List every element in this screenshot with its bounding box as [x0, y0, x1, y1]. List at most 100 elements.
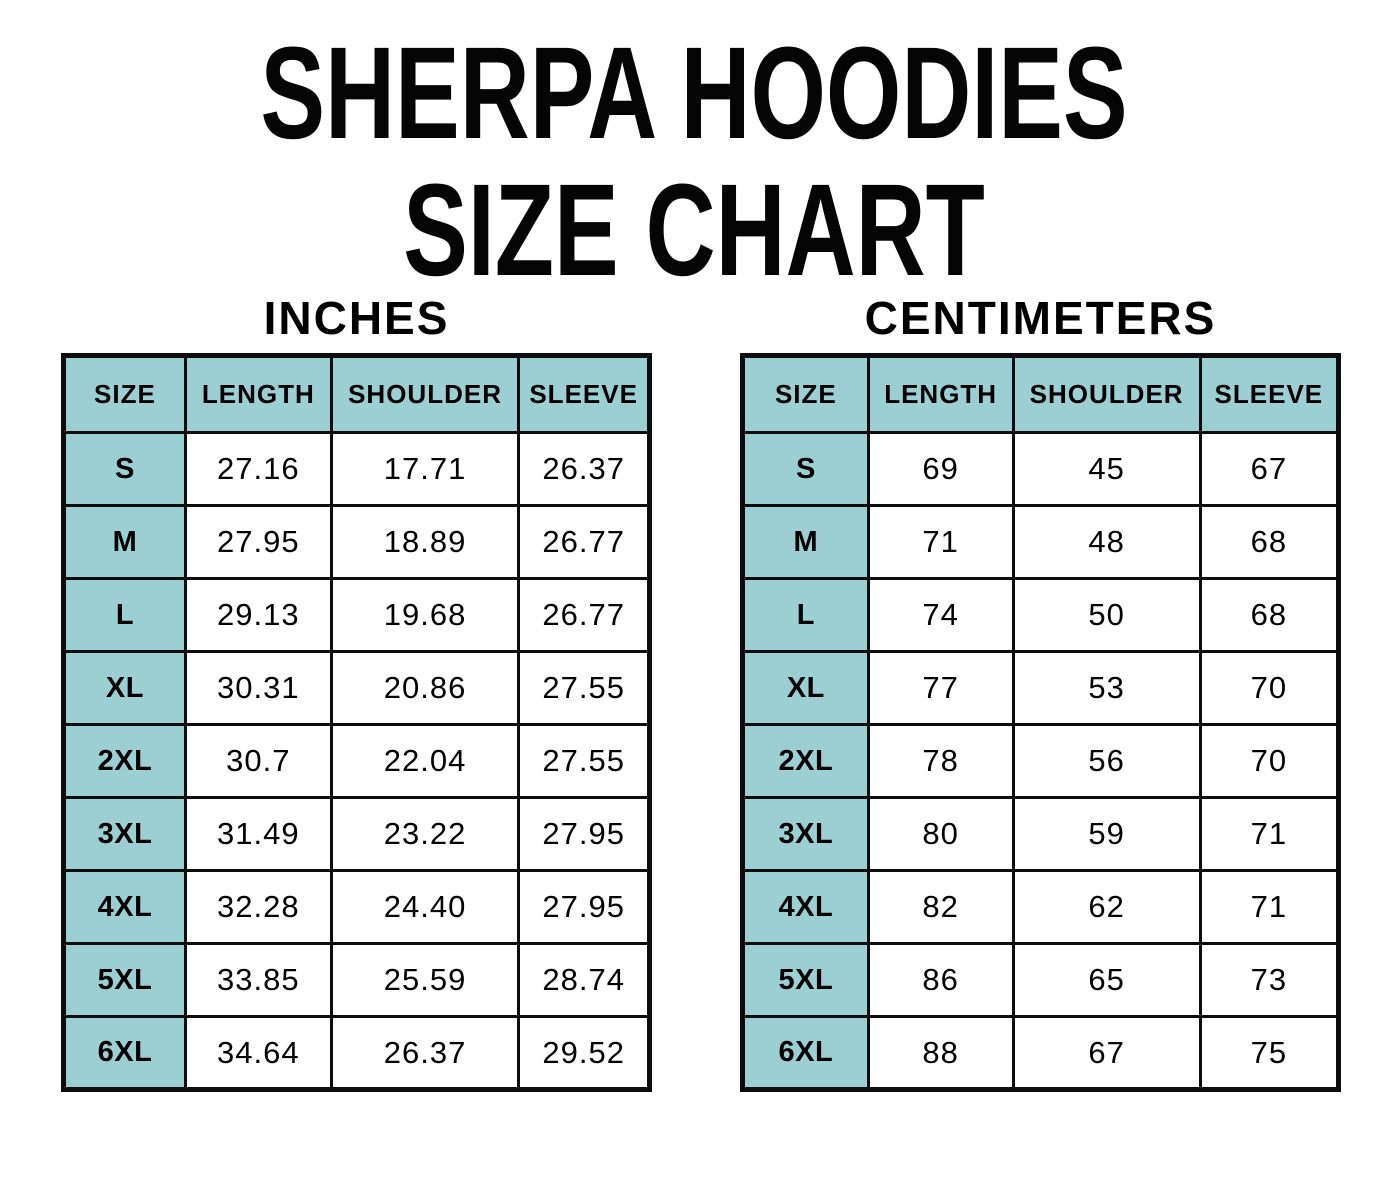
table-row-4xl: 4XL 32.28 24.40 27.95: [62, 869, 651, 945]
value-cell: 25.59: [329, 942, 521, 1018]
column-header-shoulder: SHOULDER: [329, 354, 521, 434]
table-row-l: L 29.13 19.68 26.77: [62, 577, 651, 653]
value-cell: 27.95: [183, 504, 333, 580]
value-cell: 23.22: [329, 796, 521, 872]
size-cell: XL: [741, 650, 870, 726]
size-cell: L: [62, 577, 187, 653]
value-cell: 73: [1198, 942, 1341, 1018]
value-cell: 29.13: [183, 577, 333, 653]
table-row-4xl: 4XL 82 62 71: [741, 869, 1341, 945]
value-cell: 26.77: [517, 504, 651, 580]
centimeters-subtitle: CENTIMETERS: [864, 292, 1217, 344]
value-cell: 71: [1198, 869, 1341, 945]
column-header-size: SIZE: [741, 354, 870, 434]
value-cell: 18.89: [329, 504, 521, 580]
value-cell: 27.95: [517, 869, 651, 945]
table-row-s: S 69 45 67: [741, 431, 1341, 507]
table-row-5xl: 5XL 86 65 73: [741, 942, 1341, 1018]
value-cell: 30.7: [183, 723, 333, 799]
table-row-l: L 74 50 68: [741, 577, 1341, 653]
table-row-3xl: 3XL 31.49 23.22 27.95: [62, 796, 651, 872]
size-cell: 4XL: [741, 869, 870, 945]
value-cell: 68: [1198, 577, 1341, 653]
value-cell: 22.04: [329, 723, 521, 799]
table-row-xl: XL 30.31 20.86 27.55: [62, 650, 651, 726]
value-cell: 78: [866, 723, 1015, 799]
size-cell: S: [741, 431, 870, 507]
size-cell: 4XL: [62, 869, 187, 945]
value-cell: 19.68: [329, 577, 521, 653]
value-cell: 27.16: [183, 431, 333, 507]
size-cell: 3XL: [62, 796, 187, 872]
value-cell: 56: [1011, 723, 1202, 799]
value-cell: 68: [1198, 504, 1341, 580]
value-cell: 71: [866, 504, 1015, 580]
size-cell: L: [741, 577, 870, 653]
column-header-length: LENGTH: [183, 354, 333, 434]
value-cell: 29.52: [517, 1015, 651, 1091]
value-cell: 17.71: [329, 431, 521, 507]
value-cell: 34.64: [183, 1015, 333, 1091]
value-cell: 71: [1198, 796, 1341, 872]
table-row-2xl: 2XL 30.7 22.04 27.55: [62, 723, 651, 799]
value-cell: 77: [866, 650, 1015, 726]
header-row: SIZE LENGTH SHOULDER SLEEVE: [741, 354, 1341, 434]
size-cell: M: [741, 504, 870, 580]
table-row-m: M 27.95 18.89 26.77: [62, 504, 651, 580]
size-cell: XL: [62, 650, 187, 726]
header-row: SIZE LENGTH SHOULDER SLEEVE: [62, 354, 651, 434]
value-cell: 67: [1011, 1015, 1202, 1091]
value-cell: 69: [866, 431, 1015, 507]
value-cell: 50: [1011, 577, 1202, 653]
value-cell: 82: [866, 869, 1015, 945]
value-cell: 24.40: [329, 869, 521, 945]
value-cell: 86: [866, 942, 1015, 1018]
table-row-6xl: 6XL 34.64 26.37 29.52: [62, 1015, 651, 1091]
table-row-2xl: 2XL 78 56 70: [741, 723, 1341, 799]
size-cell: 5XL: [741, 942, 870, 1018]
value-cell: 59: [1011, 796, 1202, 872]
value-cell: 74: [866, 577, 1015, 653]
value-cell: 70: [1198, 723, 1341, 799]
value-cell: 65: [1011, 942, 1202, 1018]
value-cell: 48: [1011, 504, 1202, 580]
centimeters-section: CENTIMETERS SIZE LENGTH SHOULDER SLEEVE S 69 4…: [740, 295, 1341, 1092]
value-cell: 53: [1011, 650, 1202, 726]
value-cell: 67: [1198, 431, 1341, 507]
value-cell: 28.74: [517, 942, 651, 1018]
value-cell: 26.37: [329, 1015, 521, 1091]
table-row-s: S 27.16 17.71 26.37: [62, 431, 651, 507]
table-row-3xl: 3XL 80 59 71: [741, 796, 1341, 872]
page-title-line-2: SIZE CHART: [403, 155, 985, 303]
value-cell: 70: [1198, 650, 1341, 726]
value-cell: 80: [866, 796, 1015, 872]
value-cell: 26.77: [517, 577, 651, 653]
page-title: SHERPA HOODIES SIZE CHART: [0, 19, 1388, 303]
size-cell: M: [62, 504, 187, 580]
value-cell: 20.86: [329, 650, 521, 726]
value-cell: 45: [1011, 431, 1202, 507]
centimeters-table: SIZE LENGTH SHOULDER SLEEVE S 69 45 67 M 71 48 68 L 7…: [740, 353, 1341, 1092]
value-cell: 27.55: [517, 650, 651, 726]
value-cell: 27.95: [517, 796, 651, 872]
size-cell: 3XL: [741, 796, 870, 872]
column-header-length: LENGTH: [866, 354, 1015, 434]
value-cell: 32.28: [183, 869, 333, 945]
inches-subtitle: INCHES: [263, 292, 450, 344]
size-cell: 5XL: [62, 942, 187, 1018]
table-row-m: M 71 48 68: [741, 504, 1341, 580]
value-cell: 27.55: [517, 723, 651, 799]
size-cell: 2XL: [62, 723, 187, 799]
size-cell: 6XL: [741, 1015, 870, 1091]
value-cell: 88: [866, 1015, 1015, 1091]
page-title-line-1: SHERPA HOODIES: [260, 19, 1128, 166]
value-cell: 26.37: [517, 431, 651, 507]
column-header-shoulder: SHOULDER: [1011, 354, 1202, 434]
table-row-6xl: 6XL 88 67 75: [741, 1015, 1341, 1091]
column-header-sleeve: SLEEVE: [517, 354, 651, 434]
value-cell: 75: [1198, 1015, 1341, 1091]
value-cell: 30.31: [183, 650, 333, 726]
table-row-5xl: 5XL 33.85 25.59 28.74: [62, 942, 651, 1018]
column-header-size: SIZE: [62, 354, 187, 434]
